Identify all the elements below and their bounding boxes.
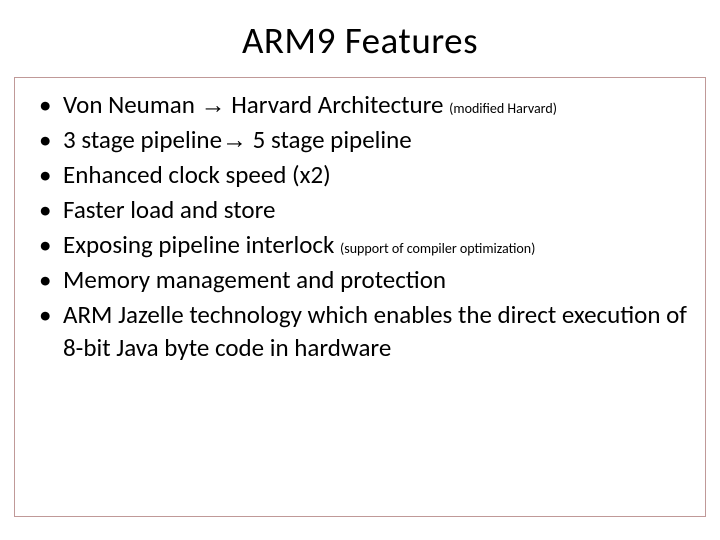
arrow-icon: →: [201, 91, 226, 119]
list-item: Faster load and store: [27, 193, 693, 227]
bullet-text-post: 5 stage pipeline: [247, 124, 412, 155]
slide: ARM9 Features Von Neuman → Harvard Archi…: [0, 0, 720, 540]
list-item: Enhanced clock speed (x2): [27, 158, 693, 192]
list-item: Exposing pipeline interlock (support of …: [27, 228, 693, 262]
list-item: 3 stage pipeline→ 5 stage pipeline: [27, 123, 693, 157]
list-item: Von Neuman → Harvard Architecture (modif…: [27, 88, 693, 122]
content-box: Von Neuman → Harvard Architecture (modif…: [14, 77, 706, 517]
bullet-subtext: (support of compiler optimization): [340, 240, 535, 257]
bullet-text-pre: Enhanced clock speed (x2): [63, 159, 331, 190]
list-item: ARM Jazelle technology which enables the…: [27, 298, 693, 365]
slide-title: ARM9 Features: [10, 18, 710, 63]
bullet-text-pre: 3 stage pipeline: [63, 124, 222, 155]
bullet-text-pre: Exposing pipeline interlock: [63, 229, 340, 260]
bullet-text-pre: ARM Jazelle technology which enables the…: [63, 299, 687, 363]
arrow-icon: →: [222, 126, 247, 154]
bullet-text-pre: Memory management and protection: [63, 264, 446, 295]
bullet-list: Von Neuman → Harvard Architecture (modif…: [27, 88, 693, 365]
bullet-text-post: Harvard Architecture: [226, 89, 450, 120]
bullet-text-pre: Faster load and store: [63, 194, 275, 225]
list-item: Memory management and protection: [27, 263, 693, 297]
bullet-text-pre: Von Neuman: [63, 89, 201, 120]
bullet-subtext: (modified Harvard): [449, 100, 557, 117]
